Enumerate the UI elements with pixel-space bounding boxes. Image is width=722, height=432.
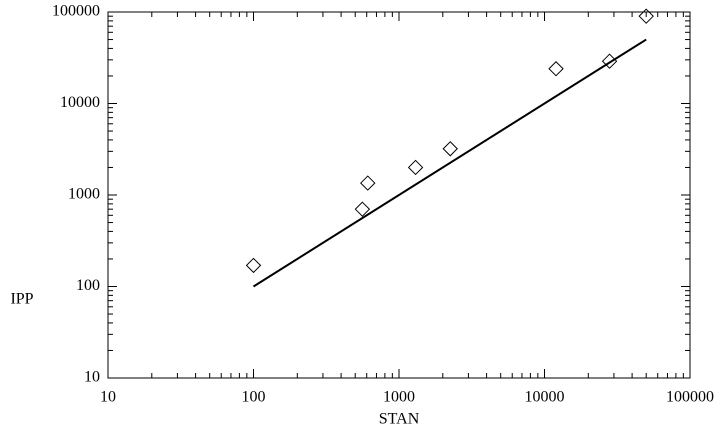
y-axis-label: IPP — [10, 291, 33, 308]
data-point — [638, 8, 654, 24]
data-point — [407, 159, 424, 176]
data-point — [548, 61, 564, 77]
data-point — [360, 175, 376, 191]
y-tick-label: 100000 — [52, 3, 100, 20]
y-tick-label: 100 — [76, 277, 100, 294]
y-tick-label: 1000 — [68, 186, 100, 203]
y-tick-label: 10 — [84, 369, 100, 386]
x-tick-label: 100000 — [666, 389, 714, 406]
fit-line — [252, 38, 647, 288]
x-axis-label: STAN — [379, 411, 420, 428]
x-tick-label: 10 — [100, 389, 116, 406]
x-tick-label: 1000 — [383, 389, 415, 406]
y-tick-label: 10000 — [60, 94, 100, 111]
data-point — [354, 201, 371, 217]
x-tick-label: 100 — [242, 389, 266, 406]
data-point — [442, 141, 458, 157]
x-tick-label: 10000 — [525, 389, 565, 406]
data-point — [245, 257, 262, 274]
